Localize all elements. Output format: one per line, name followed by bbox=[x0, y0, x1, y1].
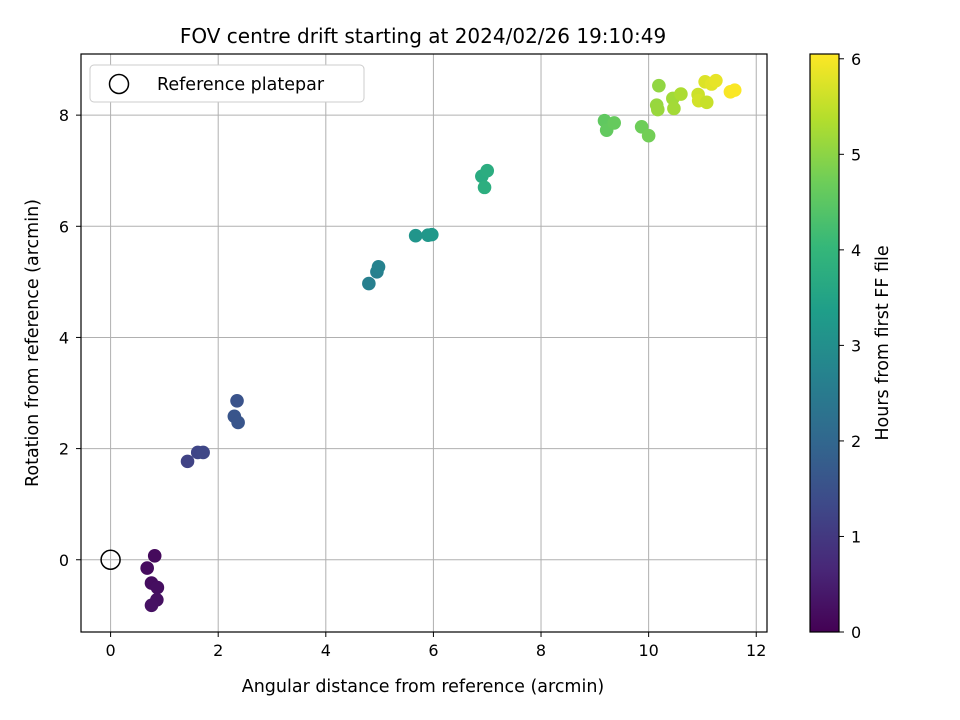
legend: Reference platepar bbox=[89, 64, 365, 103]
legend-label-reference: Reference platepar bbox=[157, 75, 325, 95]
y-tick-label: 0 bbox=[59, 551, 69, 570]
colorbar-tick-label: 4 bbox=[851, 241, 861, 260]
data-point bbox=[147, 549, 162, 563]
plot-frame bbox=[80, 53, 768, 633]
colorbar-ticks: 0 1 2 3 4 5 6 bbox=[839, 50, 861, 642]
colorbar-tick-label: 3 bbox=[851, 336, 861, 355]
data-point bbox=[231, 415, 245, 430]
data-point bbox=[650, 102, 665, 117]
x-tick-label: 4 bbox=[321, 641, 331, 660]
x-axis-ticks: 0 2 4 6 8 10 12 bbox=[105, 632, 766, 660]
data-point bbox=[196, 445, 210, 460]
data-point bbox=[230, 394, 244, 408]
x-tick-label: 10 bbox=[638, 641, 658, 660]
y-axis-ticks: 0 2 4 6 8 bbox=[59, 106, 81, 570]
reference-platepar-marker bbox=[100, 549, 121, 570]
data-point bbox=[709, 73, 723, 88]
data-point bbox=[144, 598, 159, 613]
data-point bbox=[674, 87, 688, 101]
data-point bbox=[362, 276, 376, 291]
y-axis-label: Rotation from reference (arcmin) bbox=[23, 199, 43, 487]
colorbar-tick-label: 0 bbox=[851, 623, 861, 642]
x-tick-label: 2 bbox=[213, 641, 223, 660]
data-point bbox=[371, 260, 386, 274]
y-tick-label: 8 bbox=[59, 106, 69, 125]
y-tick-label: 2 bbox=[59, 440, 69, 459]
data-point bbox=[699, 95, 714, 110]
data-point bbox=[408, 228, 423, 243]
legend-box bbox=[89, 64, 365, 103]
data-point bbox=[667, 101, 681, 116]
colorbar-tick-label: 5 bbox=[851, 145, 861, 164]
colorbar-tick-label: 1 bbox=[851, 527, 861, 546]
data-point bbox=[477, 180, 492, 195]
data-point bbox=[480, 163, 495, 178]
data-point bbox=[652, 78, 666, 93]
data-point bbox=[727, 83, 742, 97]
x-tick-label: 6 bbox=[428, 641, 438, 660]
x-axis-label: Angular distance from reference (arcmin) bbox=[242, 677, 605, 697]
data-point bbox=[150, 580, 165, 595]
x-tick-label: 8 bbox=[536, 641, 546, 660]
colorbar-tick-label: 2 bbox=[851, 432, 861, 451]
colorbar-tick-label: 6 bbox=[851, 50, 861, 69]
x-tick-label: 12 bbox=[746, 641, 766, 660]
y-tick-label: 4 bbox=[59, 328, 69, 347]
data-point bbox=[180, 454, 195, 469]
grid-lines bbox=[81, 54, 767, 632]
chart-title: FOV centre drift starting at 2024/02/26 … bbox=[180, 24, 666, 48]
data-point bbox=[425, 227, 439, 242]
data-point bbox=[607, 116, 621, 130]
x-tick-label: 0 bbox=[105, 641, 115, 660]
data-points bbox=[140, 73, 742, 613]
data-point bbox=[140, 561, 154, 575]
data-point bbox=[641, 128, 656, 143]
y-tick-label: 6 bbox=[59, 217, 69, 236]
colorbar bbox=[809, 53, 840, 633]
colorbar-label: Hours from first FF file bbox=[873, 245, 893, 440]
legend-marker-icon bbox=[108, 73, 130, 95]
